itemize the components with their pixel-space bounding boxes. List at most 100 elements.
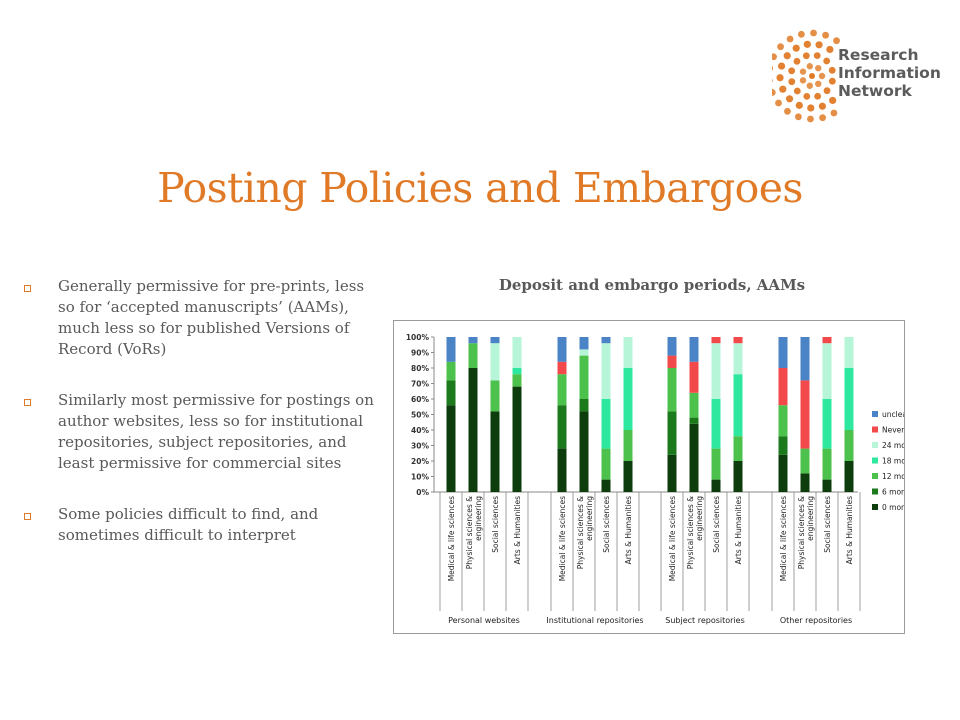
bar-segment xyxy=(667,337,677,356)
bar-segment xyxy=(800,448,810,474)
bar-segment xyxy=(689,423,699,492)
category-label: Arts & Humanities xyxy=(734,496,743,564)
bar-segment xyxy=(822,399,832,449)
logo-dot xyxy=(806,82,813,89)
bullet-item: Generally permissive for pre-prints, les… xyxy=(24,276,384,360)
group-label: Subject repositories xyxy=(665,616,744,625)
category-label: Medical & life sciences xyxy=(447,496,456,581)
legend-label: Never xyxy=(882,426,904,435)
logo-dot xyxy=(822,31,829,39)
y-tick-label: 10% xyxy=(411,473,429,482)
logo-dot xyxy=(793,87,801,95)
logo-dot xyxy=(766,64,774,72)
bullet-text: Similarly most permissive for postings o… xyxy=(58,391,374,472)
logo-dot xyxy=(776,74,784,82)
logo-dot xyxy=(797,30,805,38)
bar-segment xyxy=(778,368,788,406)
logo-dot xyxy=(765,77,773,84)
y-tick-label: 90% xyxy=(411,349,429,358)
bar-segment xyxy=(822,337,832,344)
bar-segment xyxy=(733,436,743,461)
category-label: Medical & life sciences xyxy=(779,496,788,581)
logo-dots-icon xyxy=(765,29,840,123)
rin-logo xyxy=(765,24,942,124)
logo-dot xyxy=(813,52,821,60)
legend-swatch xyxy=(872,504,878,510)
y-tick-label: 50% xyxy=(411,411,429,420)
bar-segment xyxy=(689,392,699,418)
logo-dot xyxy=(793,57,801,65)
bar-segment xyxy=(512,368,522,375)
bar-segment xyxy=(579,355,589,399)
category-label: Social sciences xyxy=(602,496,611,553)
bar-segment xyxy=(667,454,677,492)
bar-segment xyxy=(822,343,832,399)
logo-dot xyxy=(826,45,834,54)
category-label: Arts & Humanities xyxy=(513,496,522,564)
category-label: Physical sciences &engineering xyxy=(465,496,483,569)
legend-swatch xyxy=(872,457,878,464)
chart-frame: 0% 10% 20% 30% 40% 50% 60% 70% 80% 90% 100% Medical… xyxy=(393,320,905,634)
bar-segment xyxy=(601,479,611,492)
category-label: Medical & life sciences xyxy=(558,496,567,581)
category-label: Social sciences xyxy=(823,496,832,553)
bullet-text: Some policies difficult to find, and som… xyxy=(58,505,319,544)
bar-segment xyxy=(557,337,567,362)
bar-segment xyxy=(689,361,699,393)
logo-dot xyxy=(806,63,813,70)
bar-segment xyxy=(468,337,478,344)
bar-segment xyxy=(579,411,589,492)
bar-segment xyxy=(800,337,810,381)
bar-segment xyxy=(468,343,478,368)
bar-segment xyxy=(711,399,721,449)
bar-segment xyxy=(601,337,611,344)
category-label: Medical & life sciences xyxy=(668,496,677,581)
bar-segment xyxy=(623,337,633,368)
logo-dot xyxy=(814,92,822,100)
bar-segment xyxy=(778,454,788,492)
category-label: Arts & Humanities xyxy=(845,496,854,564)
logo-dot xyxy=(779,85,787,93)
logo-wordmark: Research Information Network xyxy=(838,46,941,100)
bar-segment xyxy=(623,461,633,492)
bar-segment xyxy=(667,355,677,368)
legend-label: 0 months xyxy=(882,503,904,512)
logo-dot xyxy=(807,104,815,112)
logo-dot xyxy=(818,72,826,80)
bar-segment xyxy=(822,479,832,492)
logo-dot xyxy=(829,96,837,105)
stacked-bar-chart: 0% 10% 20% 30% 40% 50% 60% 70% 80% 90% 100% Medical… xyxy=(406,333,904,625)
logo-dot xyxy=(783,52,791,60)
bar-segment xyxy=(844,368,854,430)
category-label: Social sciences xyxy=(712,496,721,553)
bar-segment xyxy=(490,337,500,344)
legend-label: 24 months xyxy=(882,441,904,450)
logo-dot xyxy=(833,37,840,45)
bar-segment xyxy=(446,337,456,362)
logo-dot xyxy=(819,114,827,122)
bar-segment xyxy=(778,405,788,437)
bar-segment xyxy=(579,349,589,356)
y-tick-label: 60% xyxy=(411,395,429,404)
logo-dot xyxy=(818,102,827,110)
legend-swatch xyxy=(872,488,878,495)
group-label: Personal websites xyxy=(448,616,520,625)
legend-label: 18 months xyxy=(882,457,904,466)
bar-segment xyxy=(557,361,567,375)
bar-segment xyxy=(623,430,633,461)
logo-dot xyxy=(815,41,823,49)
bullet-text: Generally permissive for pre-prints, les… xyxy=(58,277,365,358)
bar-segment xyxy=(557,374,567,406)
logo-dot xyxy=(799,77,807,84)
logo-dot xyxy=(795,113,802,121)
bar-segment xyxy=(490,343,500,381)
bar-segment xyxy=(844,461,854,492)
square-bullet-icon xyxy=(24,399,31,406)
y-tick-label: 40% xyxy=(411,426,429,435)
logo-dot xyxy=(802,52,810,60)
bar-segment xyxy=(667,368,677,412)
logo-dot xyxy=(823,57,831,65)
bar-segment xyxy=(468,368,478,492)
logo-dot xyxy=(803,40,811,48)
logo-dot xyxy=(777,62,786,70)
